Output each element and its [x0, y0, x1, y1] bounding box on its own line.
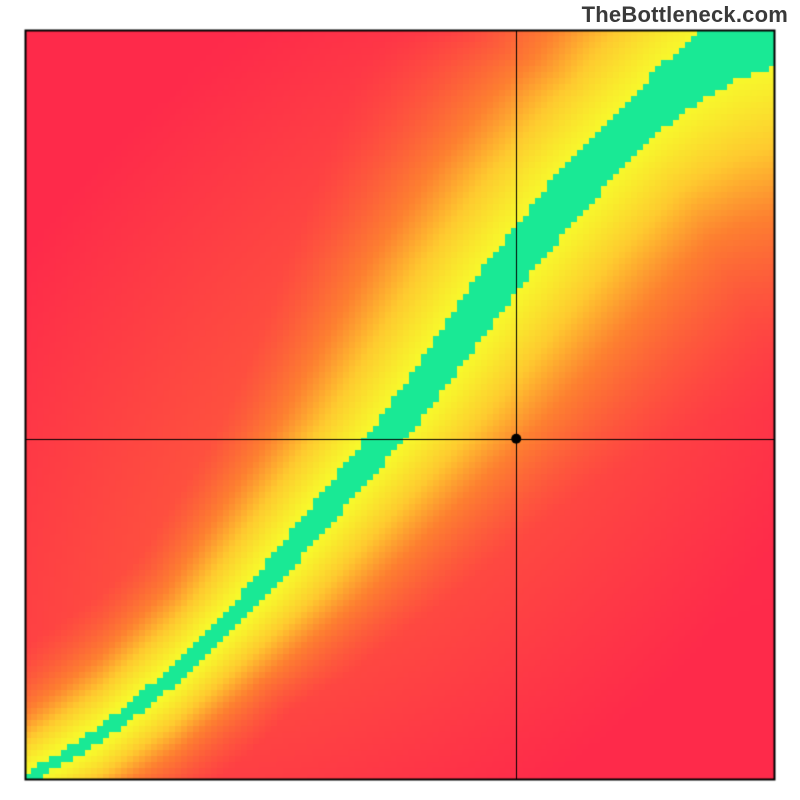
chart-container: TheBottleneck.com — [0, 0, 800, 800]
heatmap-canvas — [0, 0, 800, 800]
watermark-text: TheBottleneck.com — [582, 2, 788, 28]
